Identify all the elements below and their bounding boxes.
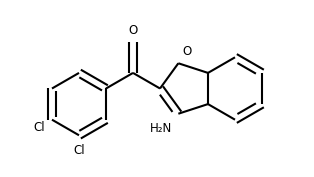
Text: H₂N: H₂N	[149, 122, 172, 135]
Text: Cl: Cl	[73, 144, 85, 156]
Text: O: O	[182, 45, 192, 58]
Text: Cl: Cl	[33, 121, 45, 134]
Text: O: O	[128, 24, 138, 37]
